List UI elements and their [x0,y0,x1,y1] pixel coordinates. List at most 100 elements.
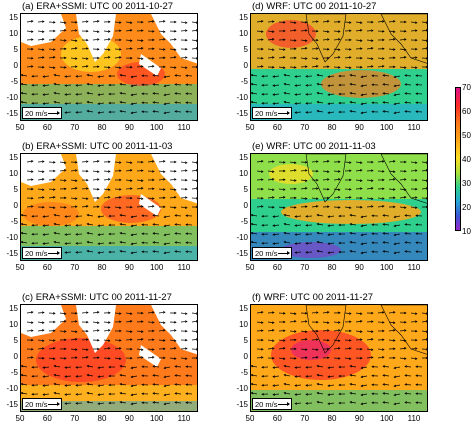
wind-vector [37,329,44,332]
wind-vector-head [360,102,364,106]
wind-vector-head [118,56,122,59]
wind-vector [37,312,45,314]
wind-vector-head [359,21,363,24]
wind-vector [311,48,319,50]
wind-vector-head [272,65,275,69]
wind-vector-head [338,241,341,245]
wind-vector-head [184,29,188,32]
wind-vector-head [107,339,111,342]
wind-vector [383,110,390,113]
wind-vector-head [415,232,418,235]
y-tick-label: 5 [243,185,248,194]
wind-vector-head [316,213,320,217]
wind-vector [289,312,296,315]
wind-vector [383,365,390,368]
wind-vector [289,179,297,181]
wind-vector-head [31,196,34,200]
wind-vector [26,66,34,68]
wind-vector [256,30,263,33]
wind-vector [103,30,111,32]
wind-vector-head [163,393,167,397]
wind-vector-head [392,178,396,181]
wind-vector-head [294,56,297,60]
wind-vector-head [174,223,178,226]
wind-vector-head [151,20,155,23]
wind-vector [267,57,275,59]
wind-vector [394,366,401,369]
wind-vector-head [151,356,155,359]
wind-vector-head [108,232,111,236]
wind-vector-head [382,250,386,253]
wind-vector-head [30,205,34,208]
wind-vector-head [174,101,178,104]
wind-vector-head [108,365,111,369]
wind-vector [103,178,110,181]
wind-vector-head [425,338,427,341]
wind-vector-head [272,102,276,105]
wind-vector [169,357,176,360]
wind-vector [164,215,171,218]
wind-vector [355,39,362,42]
wind-vector-head [21,382,24,386]
wind-vector-head [163,224,167,228]
wind-vector-head [283,231,287,235]
wind-vector-head [349,214,353,217]
wind-vector [300,338,307,341]
wind-vector-head [64,384,68,387]
wind-vector-head [75,102,78,105]
wind-vector-head [86,222,90,226]
wind-vector [289,357,297,359]
wind-vector-head [349,83,353,86]
y-tick-label: 15 [9,304,18,313]
wind-vector-head [97,339,100,342]
x-tick-label: 60 [272,414,282,423]
wind-vector-head [349,241,353,244]
wind-vector [158,329,165,332]
wind-vector-head [52,339,56,342]
wind-vector-head [360,242,364,246]
wind-vector-head [141,223,144,227]
wind-vector-head [360,93,364,97]
wind-vector [294,75,302,77]
wind-vector [64,366,72,368]
y-tick-label: 10 [9,169,18,178]
wind-vector-head [349,223,353,226]
wind-vector [377,57,385,59]
reference-vector-box: 20 m/s [22,398,62,410]
wind-vector-head [414,169,418,172]
wind-vector-head [185,329,188,333]
wind-vector-head [97,196,100,200]
wind-vector-head [74,47,78,50]
wind-vector-head [393,402,397,406]
wind-vector [333,329,340,332]
wind-vector-head [294,338,297,342]
wind-vector [289,330,297,332]
wind-vector-head [251,222,254,226]
wind-vector [273,393,280,396]
wind-vector [328,251,335,254]
wind-vector [256,357,264,359]
wind-vector [273,384,280,387]
wind-vector [125,29,132,32]
y-tick-label: -10 [6,384,18,393]
wind-vector-head [152,392,156,395]
wind-vector-head [152,383,156,386]
wind-vector [164,402,171,405]
wind-vector [328,233,335,236]
wind-vector-head [315,348,319,351]
wind-vector [26,20,33,23]
wind-vector [322,170,329,173]
wind-vector-head [64,224,68,227]
wind-vector-head [327,384,331,387]
wind-vector [328,366,335,369]
wind-vector-head [304,179,308,182]
wind-vector-head [393,393,397,397]
wind-vector-head [305,224,308,227]
wind-vector [328,84,335,87]
wind-vector-head [283,21,286,24]
wind-vector-head [141,365,144,369]
x-tick-label: 90 [124,123,134,132]
y-tick-label: 0 [243,352,248,361]
wind-vector [120,392,127,395]
wind-vector-head [305,233,308,236]
